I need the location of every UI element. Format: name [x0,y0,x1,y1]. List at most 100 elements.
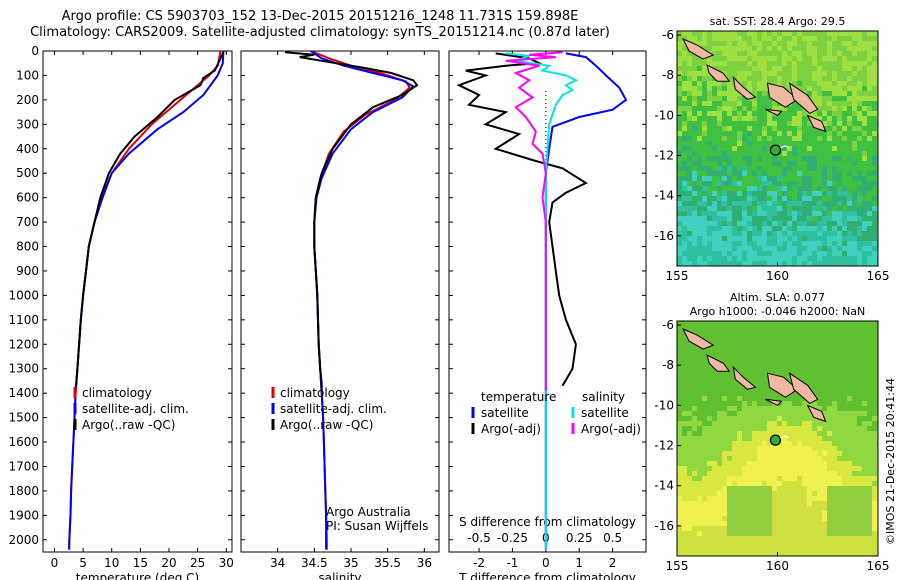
island [732,75,757,100]
map-ytick-label: -8 [662,358,674,372]
xtick-label: 30 [219,556,234,570]
map-ytick-label: -12 [654,149,674,163]
map-xtick-label: 160 [766,269,789,283]
island [766,372,799,398]
ytick-label: 200 [16,93,39,107]
ytick-label: 2000 [8,533,39,547]
ytick-label: 1600 [8,435,39,449]
temperature-panel: 0100200300400500600700800900100011001200… [8,44,233,580]
ytick-label: 900 [16,264,39,278]
ytick-label: 1400 [8,386,39,400]
xtick-label: 1 [575,556,583,570]
salinity-frame [240,50,440,553]
map-xtick-label: 165 [867,559,890,573]
figure-subtitle: Climatology: CARS2009. Satellite-adjuste… [30,25,610,40]
island [706,64,731,82]
map-title: Altim. SLA: 0.077 [730,291,825,304]
map-ytick-label: -14 [654,189,674,203]
island [766,82,799,108]
legend-entry: Argo(..raw -QC) [280,418,373,432]
sst_map-field [677,31,878,266]
island [788,372,819,404]
ytick-label: 300 [16,117,39,131]
legend-header: temperature [481,390,556,404]
xtick-label: 5 [79,556,87,570]
ytick-label: 100 [16,68,39,82]
sst_map: -6 -8 -10 -12 -14 -16 155 160 165 sat. SST: 28.4 … [654,15,889,283]
map-ytick-label: -16 [654,229,674,243]
float-track [780,145,789,149]
map-ytick-label: -16 [654,519,674,533]
xtick-top-label: -0.25 [497,531,528,545]
ytick-label: 1200 [8,337,39,351]
map-ytick-label: -10 [654,108,674,122]
xtick-label: 36 [417,556,432,570]
xtick-label: 25 [190,556,205,570]
map-ytick-label: -8 [662,68,674,82]
legend-header: salinity [582,390,625,404]
ytick-label: 400 [16,142,39,156]
island [788,82,819,114]
ytick-label: 1500 [8,411,39,425]
map-xtick-label: 155 [666,269,689,283]
xtick-label: 0 [542,556,550,570]
temperature-series [74,51,225,394]
ytick-label: 1000 [8,288,39,302]
annotation: Argo Australia [326,505,411,519]
float-track [780,435,789,439]
difference-series [505,52,579,550]
ytick-label: 1900 [8,508,39,522]
difference-panel: -2 -1 0 1 2-0.5 -0.25 0 0.25 0.5S difference fro… [448,50,647,580]
map-xtick-label: 160 [766,559,789,573]
legend-entry: Argo(-adj) [581,422,641,436]
ytick-label: 600 [16,191,39,205]
ytick-label: 1300 [8,362,39,376]
xtick-label: 35.5 [374,556,401,570]
map-ytick-label: -14 [654,479,674,493]
legend-entry: Argo(..raw -QC) [82,418,175,432]
xlabel-top: S difference from climatology [459,515,636,529]
annotation: PI: Susan Wijffels [326,519,428,533]
island [765,108,783,117]
xlabel: T difference from climatology [458,571,636,580]
xtick-label: 2 [609,556,617,570]
xtick-label: 10 [104,556,119,570]
legend-entry: climatology [280,386,350,400]
map-title: Argo h1000: -0.046 h2000: NaN [690,305,866,318]
map-ytick-label: -10 [654,398,674,412]
xtick-label: 15 [133,556,148,570]
ytick-label: 800 [16,240,39,254]
map-ytick-label: -6 [662,28,674,42]
map-xtick-label: 165 [867,269,890,283]
legend-entry: Argo(-adj) [481,422,541,436]
map-xtick-label: 155 [666,559,689,573]
ytick-label: 500 [16,166,39,180]
figure-title: Argo profile: CS 5903703_152 13-Dec-2015… [61,9,579,24]
xtick-top-label: -0.5 [467,531,490,545]
sla_map-field [677,321,878,556]
xtick-label: 34 [270,556,285,570]
xtick-top-label: 0.25 [566,531,593,545]
xtick-label: 35 [343,556,358,570]
sla_map: -6 -8 -10 -12 -14 -16 155 160 165 Altim. SLA: 0.0… [654,291,889,573]
legend-entry: satellite-adj. clim. [280,402,387,416]
island [765,398,783,407]
ytick-label: 1100 [8,313,39,327]
salinity-series [284,51,419,391]
salinity-panel: 34 34.5 35 35.5 36 salinity climatology satelli… [240,50,440,580]
argo-float-marker [769,144,782,156]
xlabel: temperature (deg C) [76,571,199,580]
xtick-label: -1 [506,556,518,570]
argo-float-marker [769,434,782,446]
legend-entry: climatology [82,386,152,400]
xtick-label: 20 [161,556,176,570]
island [806,404,827,423]
ytick-label: 0 [31,44,39,58]
island [732,365,757,390]
xtick-label: 34.5 [301,556,328,570]
island [806,114,827,133]
xtick-label: 0 [51,556,59,570]
legend-entry: satellite [481,406,529,420]
map-ytick-label: -6 [662,318,674,332]
